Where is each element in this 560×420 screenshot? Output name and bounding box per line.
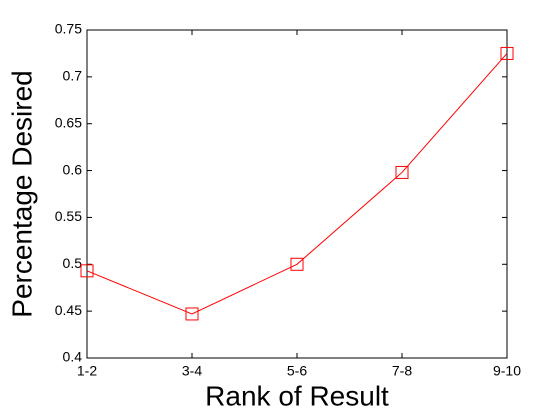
x-tick-label: 5-6	[287, 363, 307, 379]
marker	[395, 165, 409, 179]
marker	[500, 46, 514, 60]
y-tick-label: 0.75	[55, 21, 82, 37]
y-axis-label: Percentage Desired	[6, 70, 37, 317]
axes-box	[86, 29, 508, 359]
data-line	[86, 53, 508, 315]
y-tick-label: 0.7	[63, 68, 83, 84]
x-tick-label: 9-10	[493, 363, 521, 379]
marker	[185, 307, 199, 321]
y-tick-label: 0.5	[63, 255, 83, 271]
y-tick-label: 0.45	[55, 302, 82, 318]
marker	[80, 264, 94, 278]
x-tick-label: 3-4	[182, 363, 202, 379]
x-tick-label: 7-8	[392, 363, 412, 379]
marker	[290, 257, 304, 271]
y-tick-label: 0.6	[63, 161, 83, 177]
y-tick-label: 0.4	[63, 349, 83, 365]
x-tick-label: 1-2	[77, 363, 97, 379]
x-axis-label: Rank of Result	[205, 380, 389, 411]
y-tick-label: 0.55	[55, 208, 82, 224]
y-tick-label: 0.65	[55, 114, 82, 130]
